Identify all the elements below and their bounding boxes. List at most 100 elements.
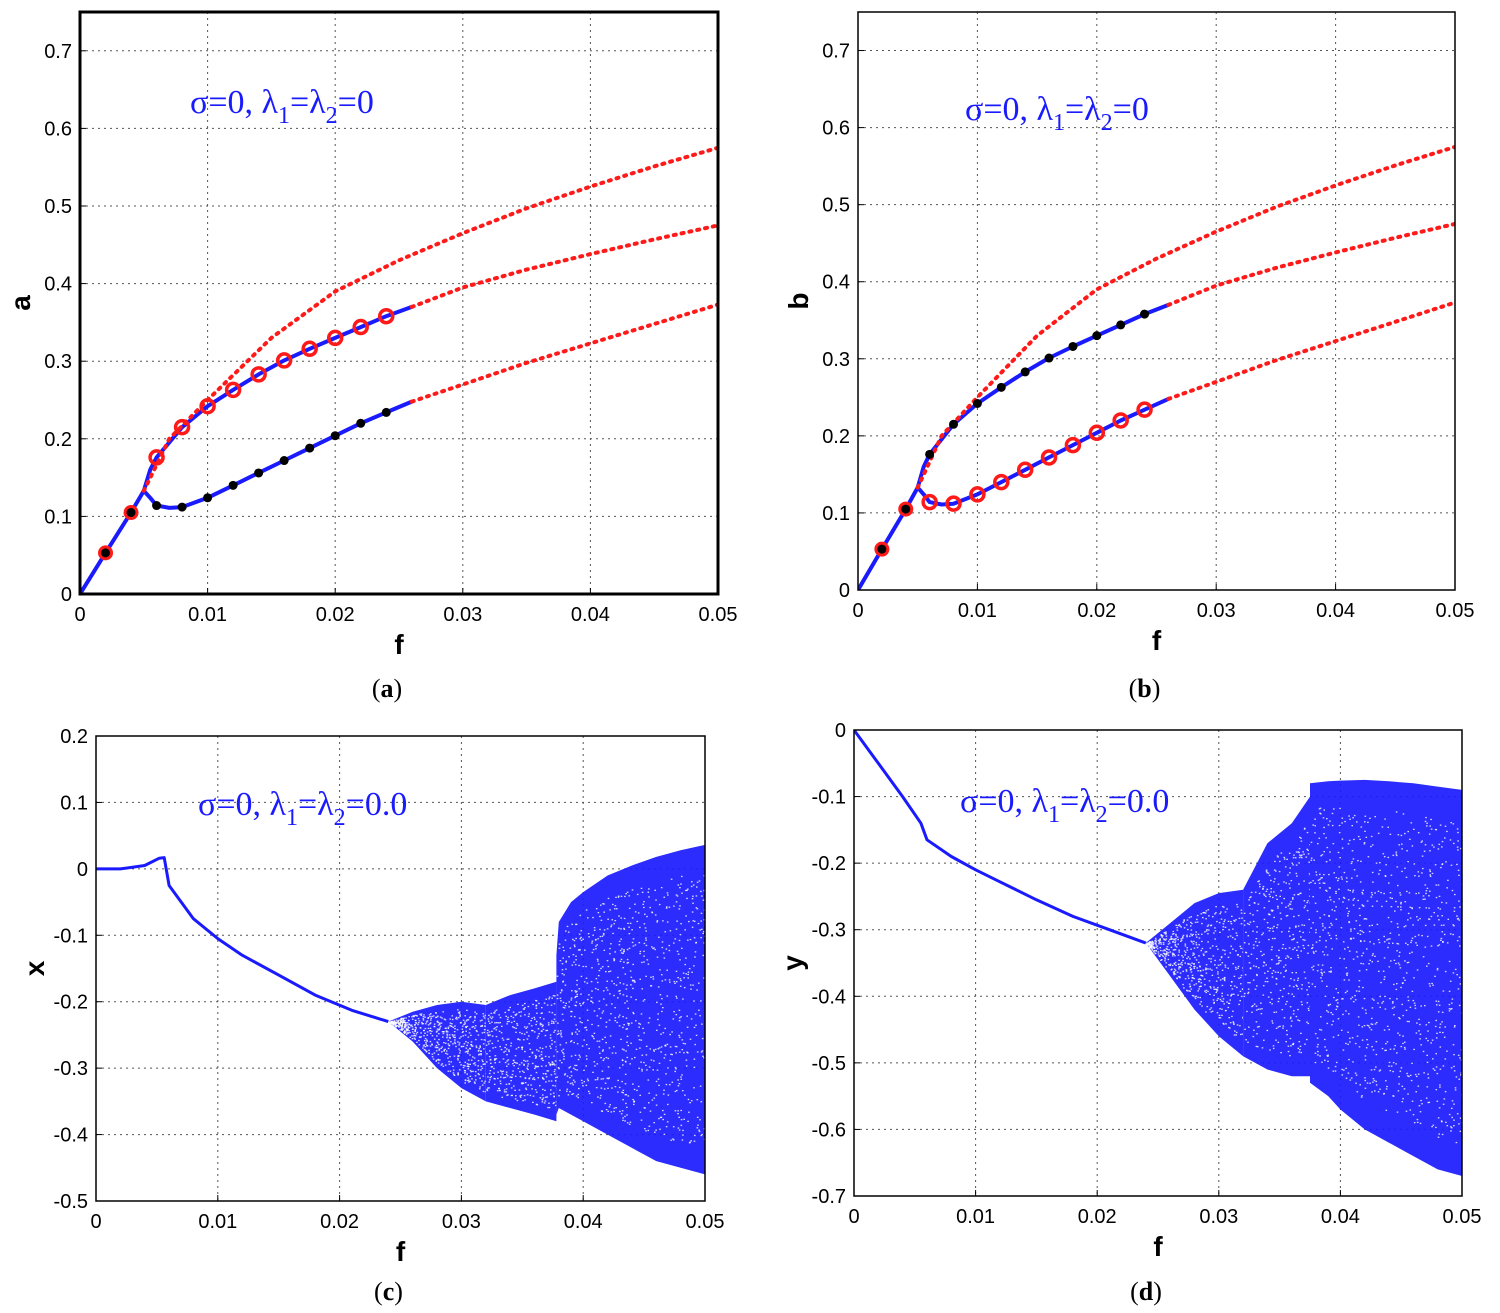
speckle [438,1023,441,1025]
speckle [555,1020,557,1022]
speckle [608,1047,611,1049]
speckle [1406,1072,1408,1075]
speckle [449,1037,451,1039]
speckle [554,1064,556,1066]
speckle [480,1038,483,1041]
speckle [1437,915,1439,917]
speckle [1437,945,1439,947]
speckle [1191,974,1194,976]
speckle [1247,988,1250,990]
speckle [1270,949,1273,951]
speckle [448,1034,451,1036]
speckle [1426,887,1429,889]
y-tick-label: -0.4 [54,1125,88,1147]
speckle [1375,1066,1377,1068]
speckle [1384,1049,1386,1052]
speckle [1179,976,1181,978]
speckle [1305,856,1308,858]
speckle [444,1042,447,1044]
speckle [1326,890,1328,892]
speckle [1452,823,1455,825]
speckle [1431,1126,1433,1128]
speckle [1352,937,1355,939]
speckle [449,1070,452,1072]
speckle [562,1051,564,1054]
speckle [555,1101,558,1103]
speckle [1322,951,1324,953]
speckle [534,1067,536,1070]
speckle [530,1020,532,1022]
speckle [594,1065,596,1067]
speckle [1195,942,1198,944]
speckle [1355,1082,1357,1084]
speckle [535,1055,538,1058]
speckle [1198,955,1200,957]
speckle [411,1026,414,1028]
speckle [1256,945,1259,947]
speckle [591,967,593,969]
speckle [562,1048,565,1050]
speckle [1409,906,1411,908]
speckle [425,1041,427,1044]
speckle [1210,924,1213,926]
speckle [1218,1014,1221,1016]
speckle [1177,963,1180,966]
speckle [1181,937,1184,939]
speckle [1285,915,1288,917]
speckle [1383,976,1386,978]
speckle [1234,938,1236,940]
speckle [1332,1020,1334,1022]
speckle [1348,839,1351,842]
speckle [452,1026,455,1028]
speckle [666,921,669,923]
speckle [1361,1026,1364,1028]
speckle [1182,983,1184,986]
speckle [508,1050,510,1053]
speckle [1431,1039,1434,1041]
speckle [687,971,690,973]
speckle [689,938,692,941]
speckle [478,1054,480,1056]
speckle [510,1042,513,1044]
speckle [394,1021,397,1023]
speckle [1443,933,1446,936]
speckle [648,1125,651,1127]
speckle [1218,922,1221,924]
speckle [1458,1004,1461,1007]
speckle [414,1038,416,1040]
speckle [577,1058,580,1061]
speckle [617,976,619,979]
speckle [1379,862,1381,864]
speckle [435,1060,437,1062]
speckle [1414,1004,1416,1007]
parameter-annotation: σ=0, λ1=λ2=0 [190,84,374,129]
speckle [432,1058,435,1060]
speckle [626,1000,628,1002]
marker-ringed-dot [123,505,139,521]
speckle [1178,923,1181,926]
speckle [623,917,626,920]
speckle [1219,998,1222,1000]
speckle [629,1063,631,1065]
speckle [659,969,661,971]
speckle [1273,881,1275,883]
speckle [625,1102,627,1105]
speckle [1457,849,1459,851]
speckle [540,1051,543,1053]
speckle [1289,1037,1292,1040]
speckle [605,1056,608,1059]
speckle [1336,1005,1338,1007]
speckle [1225,1023,1227,1025]
speckle [502,1058,505,1060]
speckle [1178,966,1180,968]
speckle [622,1026,624,1029]
speckle [523,1094,526,1097]
speckle [488,1020,490,1022]
speckle [604,1036,606,1038]
speckle [1160,935,1163,937]
speckle [1306,1002,1309,1004]
speckle [700,937,702,939]
speckle [1362,963,1365,965]
speckle [1439,1068,1442,1070]
speckle [1252,944,1255,946]
